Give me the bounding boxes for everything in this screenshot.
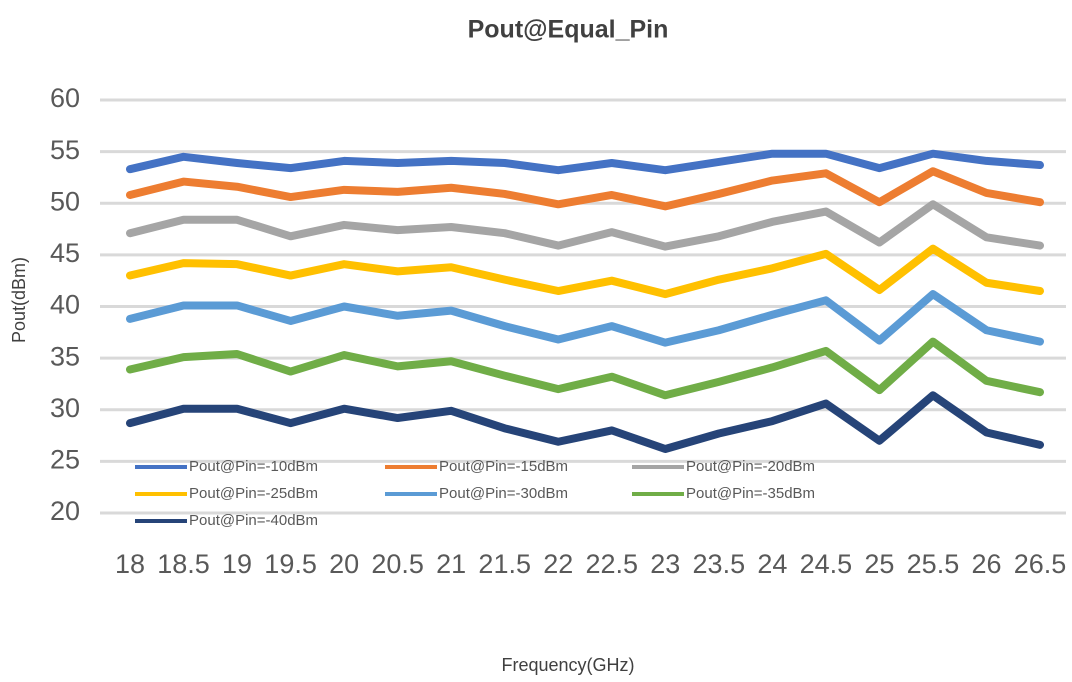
data-line — [126, 337, 1044, 400]
x-axis-label: Frequency(GHz) — [501, 655, 634, 675]
x-tick-label: 22.5 — [585, 549, 638, 579]
y-tick-label: 40 — [50, 290, 80, 320]
x-tick-label: 21.5 — [478, 549, 531, 579]
x-tick-label: 23 — [650, 549, 680, 579]
x-tick-label: 18.5 — [157, 549, 210, 579]
x-tick-label: 20.5 — [371, 549, 424, 579]
data-line — [126, 290, 1044, 347]
x-tick-label: 19.5 — [264, 549, 317, 579]
x-tick-label: 23.5 — [693, 549, 746, 579]
data-line — [126, 200, 1044, 251]
x-tick-label: 25.5 — [907, 549, 960, 579]
x-tick-label: 24 — [757, 549, 787, 579]
x-tick-label: 19 — [222, 549, 252, 579]
data-line — [126, 391, 1044, 453]
x-tick-label: 21 — [436, 549, 466, 579]
y-tick-label: 25 — [50, 445, 80, 475]
legend-label: Pout@Pin=-10dBm — [189, 458, 318, 475]
data-line — [126, 244, 1044, 299]
y-tick-label: 30 — [50, 393, 80, 423]
legend-label: Pout@Pin=-15dBm — [439, 458, 568, 475]
legend-label: Pout@Pin=-35dBm — [686, 485, 815, 502]
y-axis-label: Pout(dBm) — [9, 257, 29, 343]
legend-label: Pout@Pin=-30dBm — [439, 485, 568, 502]
y-tick-label: 45 — [50, 238, 80, 268]
x-tick-label: 26 — [971, 549, 1001, 579]
legend-label: Pout@Pin=-40dBm — [189, 512, 318, 529]
y-tick-label: 55 — [50, 135, 80, 165]
x-tick-label: 22 — [543, 549, 573, 579]
data-line — [126, 149, 1044, 175]
x-tick-label: 20 — [329, 549, 359, 579]
x-tick-label: 26.5 — [1014, 549, 1067, 579]
y-tick-label: 20 — [50, 496, 80, 526]
x-tick-label: 25 — [864, 549, 894, 579]
x-tick-label: 18 — [115, 549, 145, 579]
y-tick-label: 50 — [50, 186, 80, 216]
legend-label: Pout@Pin=-20dBm — [686, 458, 815, 475]
x-tick-label: 24.5 — [800, 549, 853, 579]
data-line — [126, 167, 1044, 211]
legend-label: Pout@Pin=-25dBm — [189, 485, 318, 502]
y-tick-label: 35 — [50, 341, 80, 371]
y-tick-label: 60 — [50, 83, 80, 113]
chart-title: Pout@Equal_Pin — [468, 16, 669, 44]
